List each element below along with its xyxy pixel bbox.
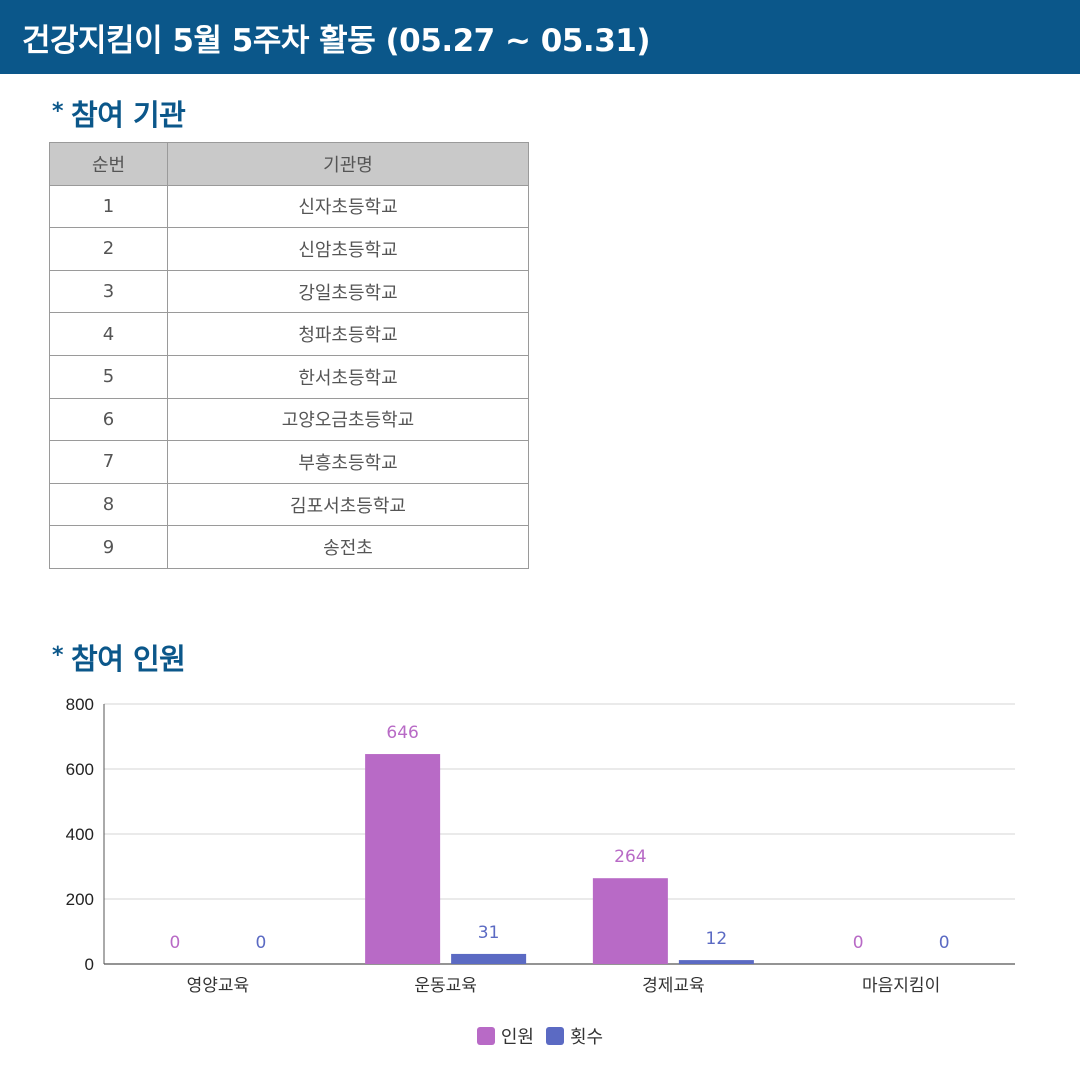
section-heading-institutions: * 참여 기관 [52,92,186,134]
row-number-cell: 3 [49,269,168,314]
row-number-cell: 7 [49,440,168,484]
data-label: 0 [169,933,180,953]
y-tick-label: 400 [66,825,94,844]
legend-swatch [476,1027,495,1045]
header-bar: 건강지킴이 5월 5주차 활동 (05.27 ~ 05.31) [0,0,1080,74]
data-label: 12 [706,929,728,949]
section-title-participants: 참여 인원 [71,642,186,676]
data-label: 0 [939,933,950,953]
institution-table-body: 1 신자초등학교 2 신암초등학교 3 강일초등학교 4 청파초등학교 5 한서초등학교 6 고양오금… [49,184,529,569]
table-row: 8 김포서초등학교 [49,482,529,527]
chart-legend: 인원 횟수 [0,1023,1080,1049]
institution-name-cell: 한서초등학교 [167,354,529,399]
x-category-label: 영양교육 [187,976,250,996]
y-tick-label: 600 [66,760,94,779]
legend-item: 횟수 [546,1023,603,1049]
section-title-institutions: 참여 기관 [71,98,186,132]
row-number-cell: 4 [49,312,168,356]
table-header-row: 순번 기관명 [49,142,529,186]
data-label: 264 [614,847,646,867]
row-number-cell: 9 [49,525,168,569]
institution-name-cell: 청파초등학교 [167,312,529,356]
table-row: 2 신암초등학교 [49,227,529,271]
table-row: 1 신자초등학교 [49,184,529,229]
row-number-cell: 8 [49,482,168,527]
table-row: 4 청파초등학교 [49,312,529,356]
section-heading-participants: * 참여 인원 [52,636,186,678]
table-row: 6 고양오금초등학교 [49,397,529,442]
legend-label: 인원 [500,1027,534,1048]
column-header-number: 순번 [49,142,168,186]
y-tick-label: 800 [66,695,94,714]
institution-name-cell: 부흥초등학교 [167,440,529,484]
column-header-institution: 기관명 [167,142,529,186]
data-label: 0 [255,933,266,953]
x-category-label: 운동교육 [414,976,477,996]
institution-name-cell: 강일초등학교 [167,269,529,314]
participants-bar-chart: 0 200 400 600 800 영양교육 0 0 운동교육 646 31 경제교육 264 12 마음지… [66,695,1015,996]
institution-name-cell: 신자초등학교 [167,184,529,229]
row-number-cell: 2 [49,227,168,271]
institution-name-cell: 송전초 [167,525,529,569]
y-tick-label: 200 [66,890,94,909]
table-row: 3 강일초등학교 [49,269,529,314]
data-label: 646 [386,723,418,743]
page-title: 건강지킴이 5월 5주차 활동 (05.27 ~ 05.31) [22,22,651,59]
table-row: 5 한서초등학교 [49,354,529,399]
table-row: 7 부흥초등학교 [49,440,529,484]
data-label: 31 [478,923,500,943]
legend-swatch [546,1027,564,1045]
bar-participants [592,878,668,964]
x-category-label: 경제교육 [642,976,705,996]
institution-name-cell: 고양오금초등학교 [167,397,529,442]
row-number-cell: 5 [49,354,168,399]
asterisk-bullet-icon: * [52,642,64,668]
table-row: 9 송전초 [49,525,529,569]
bar-sessions [678,960,754,964]
institution-name-cell: 김포서초등학교 [167,482,529,527]
institution-table: 순번 기관명 1 신자초등학교 2 신암초등학교 3 강일초등학교 4 청파초등학교 5 한서초등… [49,142,529,569]
institution-name-cell: 신암초등학교 [167,227,529,271]
data-label: 0 [853,933,864,953]
x-category-label: 마음지킴이 [862,976,940,996]
legend-label: 횟수 [570,1027,604,1048]
legend-item: 인원 [476,1023,534,1049]
row-number-cell: 6 [49,397,168,442]
bar-sessions [451,953,527,964]
bar-participants [365,754,441,964]
row-number-cell: 1 [49,184,168,229]
y-tick-label: 0 [85,955,94,974]
asterisk-bullet-icon: * [52,98,64,124]
